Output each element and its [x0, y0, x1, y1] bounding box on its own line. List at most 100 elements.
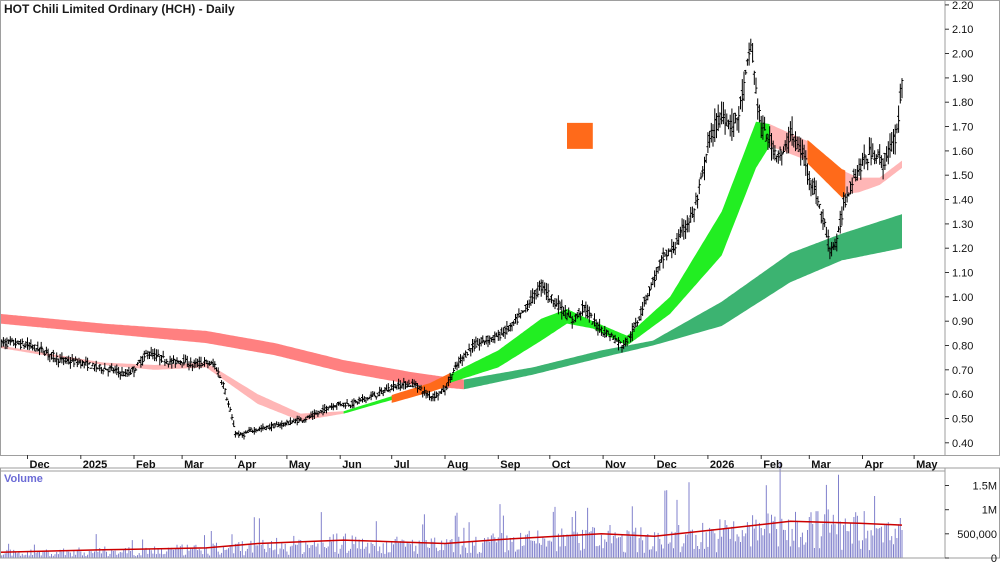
candle [1, 337, 5, 347]
candle [189, 357, 193, 368]
candle [840, 206, 844, 226]
price-tick-label: 1.80 [952, 97, 973, 109]
candle [161, 350, 165, 359]
candle [826, 229, 830, 252]
candle [455, 361, 459, 371]
candle [733, 112, 737, 124]
candle [720, 101, 724, 125]
candle [417, 385, 421, 390]
candle [883, 152, 887, 170]
candle [154, 349, 158, 362]
candle [787, 126, 791, 154]
price-tick-label: 2.00 [952, 49, 973, 61]
candle [730, 108, 734, 141]
candle [20, 338, 24, 345]
candle [773, 145, 777, 161]
candle [776, 150, 780, 164]
candle [390, 384, 394, 391]
price-tick-label: 1.90 [952, 73, 973, 85]
candle [682, 219, 686, 240]
candle [550, 294, 553, 304]
candle [398, 380, 402, 391]
candle [345, 399, 349, 404]
candle [386, 383, 390, 393]
candle [182, 354, 186, 366]
candle [55, 352, 59, 366]
candle [213, 361, 217, 370]
candle [239, 432, 242, 436]
price-tick-label: 0.80 [952, 341, 973, 353]
candle [323, 404, 327, 413]
candle [617, 337, 620, 351]
candle [125, 369, 129, 377]
candle [304, 416, 308, 423]
candle [136, 362, 139, 366]
candle [68, 357, 72, 369]
candle [31, 344, 35, 351]
candle [87, 362, 91, 365]
price-tick-label: 0.50 [952, 414, 973, 426]
price-tick-label: 2.10 [952, 24, 973, 36]
candle [249, 427, 253, 432]
candle [598, 318, 602, 333]
candle [101, 368, 105, 375]
month-tick-label: Oct [552, 459, 571, 471]
candle [81, 360, 84, 367]
candle [871, 143, 875, 158]
candle [859, 158, 863, 180]
candle [484, 335, 488, 345]
candle [850, 177, 854, 194]
candle [749, 38, 753, 52]
candle [436, 392, 440, 401]
candle [142, 350, 146, 362]
candle [326, 407, 330, 411]
candle [697, 179, 701, 195]
candle [852, 168, 856, 179]
month-tick-label: Mar [811, 459, 831, 471]
candle [599, 326, 603, 336]
month-tick-label: Aug [447, 459, 468, 471]
candle [711, 124, 715, 147]
candle [866, 158, 870, 171]
candle [520, 310, 524, 314]
candle [208, 360, 212, 366]
candle [352, 398, 356, 409]
candle [522, 310, 526, 312]
candle [663, 252, 667, 257]
candle [98, 364, 102, 372]
candle [201, 363, 205, 367]
candle [273, 422, 277, 428]
candle [134, 367, 138, 372]
price-tick-label: 1.00 [952, 292, 973, 304]
month-tick-label: Dec [657, 459, 677, 471]
candle [806, 163, 809, 185]
candle [541, 279, 545, 294]
price-tick-label: 0.40 [952, 438, 973, 450]
candle [814, 180, 818, 204]
candle [374, 396, 378, 400]
candle [5, 337, 9, 350]
candle [199, 356, 203, 369]
candle [570, 315, 574, 329]
candle [632, 322, 636, 332]
candle [563, 305, 567, 319]
candle [373, 391, 377, 397]
candle [316, 410, 320, 417]
candle [752, 70, 756, 85]
candle [91, 362, 95, 367]
candle [816, 196, 820, 207]
indicator-band-1 [463, 214, 902, 390]
candle [450, 374, 454, 381]
volume-tick-label: 500,000 [957, 529, 997, 541]
candle [701, 166, 705, 177]
candle [58, 353, 62, 363]
price-tick-label: 0.70 [952, 365, 973, 377]
candle [43, 350, 47, 356]
month-tick-label: Sep [500, 459, 520, 471]
candle [474, 336, 478, 348]
candle [881, 158, 885, 180]
price-tick-label: 0.60 [952, 389, 973, 401]
candle [242, 431, 246, 440]
price-tick-label: 1.70 [952, 122, 973, 134]
candle [232, 420, 236, 428]
